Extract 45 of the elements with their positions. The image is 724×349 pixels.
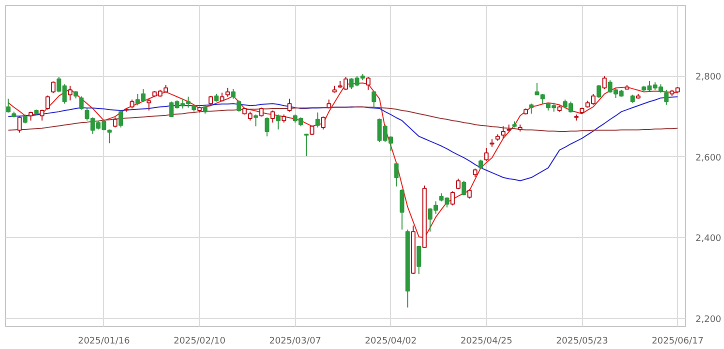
candlestick (118, 110, 124, 128)
candlestick (112, 116, 118, 128)
candlestick (529, 103, 534, 114)
candlestick (315, 112, 320, 128)
y-tick-label: 2,400 (696, 234, 722, 244)
candlestick (45, 95, 50, 110)
candlestick (6, 98, 11, 113)
x-tick-label: 2025/06/17 (652, 336, 704, 346)
candlestick (602, 76, 607, 90)
candlestick (467, 188, 472, 200)
candlestick (40, 109, 44, 122)
candlestick (270, 110, 275, 124)
candlestick (254, 114, 258, 127)
x-tick-label: 2025/05/23 (556, 336, 608, 346)
x-tick-label: 2025/04/25 (460, 336, 512, 346)
candlestick (400, 188, 404, 230)
x-tick-label: 2025/04/02 (364, 336, 417, 346)
candlestick (287, 98, 292, 112)
y-tick-label: 2,200 (696, 314, 722, 325)
candlestick (394, 162, 399, 187)
x-tick-label: 2025/02/10 (174, 336, 226, 346)
candlestick (450, 190, 455, 206)
candlestick (79, 96, 84, 110)
candlestick (484, 148, 489, 162)
candlestick (501, 126, 506, 139)
candlestick (321, 116, 326, 130)
y-tick-label: 2,800 (696, 72, 722, 83)
candlestick (372, 90, 376, 108)
candlestick (276, 114, 281, 130)
candlestick (17, 116, 22, 134)
x-tick-label: 2025/01/16 (78, 336, 130, 346)
candlestick (304, 134, 309, 157)
candlestick (366, 76, 371, 90)
candlestick (462, 180, 466, 196)
candlestick (664, 89, 669, 106)
candlestick (146, 98, 152, 111)
y-tick-label: 2,600 (696, 153, 722, 164)
candlestick (68, 85, 72, 101)
candlestick (264, 116, 270, 137)
candlestick (107, 128, 112, 144)
candlestick (596, 84, 602, 98)
candlestick (236, 100, 242, 112)
candlestick (416, 245, 422, 275)
candlestick (231, 88, 236, 100)
x-tick-label: 2025/03/07 (269, 336, 322, 346)
